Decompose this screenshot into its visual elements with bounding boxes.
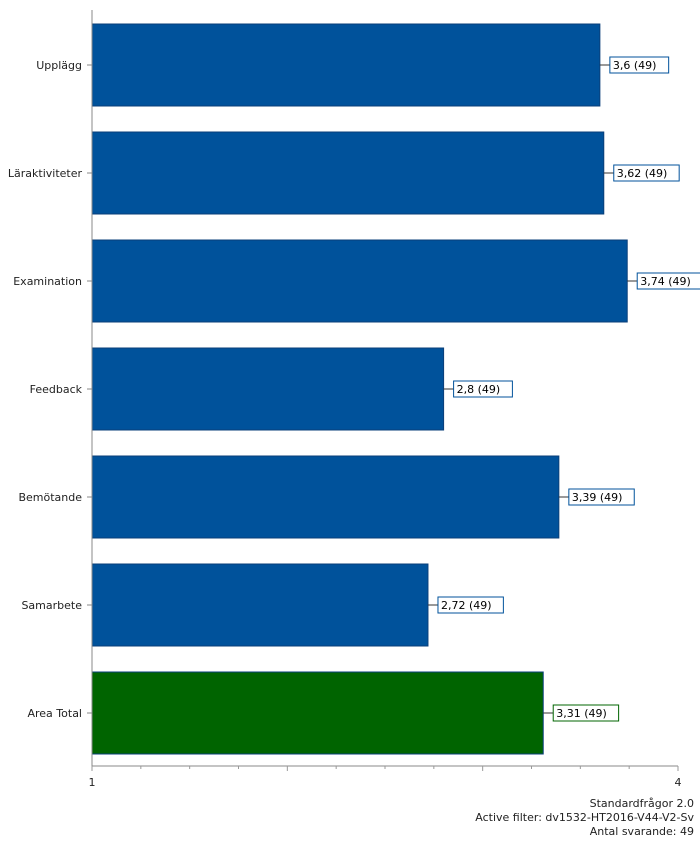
bar: [91, 23, 601, 107]
bar: [91, 671, 544, 755]
category-label: Läraktiviteter: [8, 167, 83, 180]
category-label: Examination: [13, 275, 82, 288]
value-label-box: [552, 704, 620, 722]
value-label-box: [437, 596, 504, 614]
x-tick-label: 1: [89, 776, 96, 789]
category-label: Upplägg: [36, 59, 82, 72]
value-label: 3,6 (49): [613, 59, 657, 72]
category-label: Area Total: [27, 707, 82, 720]
value-label-box: [613, 164, 680, 182]
value-label: 3,39 (49): [572, 491, 623, 504]
value-label-box: [609, 56, 670, 74]
value-label-box: [453, 380, 513, 398]
bar: [91, 131, 605, 215]
bar: [91, 563, 429, 647]
value-label-box: [636, 272, 700, 290]
value-label: 3,62 (49): [617, 167, 668, 180]
bar: [91, 347, 445, 431]
value-label: 3,74 (49): [640, 275, 691, 288]
category-label: Samarbete: [21, 599, 82, 612]
chart-footer: Standardfrågor 2.0 Active filter: dv1532…: [475, 797, 694, 839]
value-label: 3,31 (49): [556, 707, 607, 720]
footer-active-filter: Active filter: dv1532-HT2016-V44-V2-Sv: [475, 811, 694, 824]
x-tick-label: 4: [675, 776, 682, 789]
category-label: Feedback: [30, 383, 83, 396]
value-label: 2,8 (49): [457, 383, 501, 396]
axes-group: Upplägg Läraktiviteter Examination Feedback…: [8, 10, 682, 789]
footer-survey-name: Standardfrågor 2.0: [589, 797, 694, 810]
bars-group: 3,6 (49) 3,62 (49) 3,74 (49) 2,8 (49) 3,39 (…: [91, 23, 700, 755]
bar: [91, 239, 628, 323]
footer-respondent-count: Antal svarande: 49: [589, 825, 694, 838]
bar: [91, 455, 560, 539]
category-label: Bemötande: [18, 491, 82, 504]
value-label: 2,72 (49): [441, 599, 492, 612]
value-label-box: [568, 488, 635, 506]
